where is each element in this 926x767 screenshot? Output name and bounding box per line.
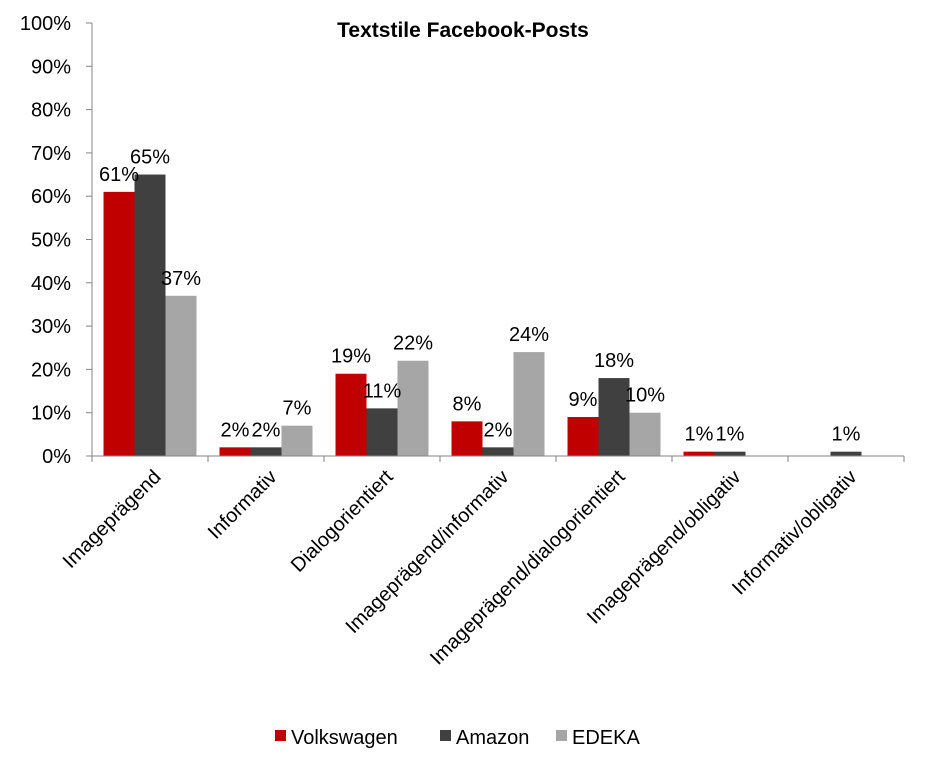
y-axis: 0% 10% 20% 30% 40% 50% 60% 70% 80% 90% 100% <box>20 13 93 468</box>
data-label: 18% <box>594 350 634 372</box>
data-label: 8% <box>453 393 482 415</box>
data-label: 9% <box>569 389 598 411</box>
data-label: 1% <box>832 424 861 446</box>
bar <box>567 417 599 456</box>
bar <box>219 447 251 456</box>
bar <box>397 360 429 456</box>
data-label: 22% <box>393 333 433 355</box>
bar <box>451 421 483 456</box>
bar <box>134 174 166 457</box>
bar <box>366 408 398 456</box>
chart-title: Textstile Facebook-Posts <box>337 19 589 42</box>
legend-swatch <box>556 730 567 741</box>
legend: Volkswagen Amazon EDEKA <box>275 727 640 749</box>
y-tick-label: 10% <box>31 403 71 425</box>
bar <box>598 378 630 456</box>
data-label: 2% <box>221 419 250 441</box>
bar <box>165 295 197 456</box>
bar <box>482 447 514 456</box>
x-category-label: Dialogorientiert <box>287 466 398 577</box>
data-label: 7% <box>283 398 312 420</box>
y-tick-label: 60% <box>31 186 71 208</box>
bar <box>629 412 661 456</box>
y-tick-label: 40% <box>31 273 71 295</box>
data-label: 65% <box>130 147 170 169</box>
x-category-label: Informativ/obligativ <box>728 466 861 599</box>
bar <box>335 373 367 456</box>
legend-label: Volkswagen <box>291 727 398 749</box>
data-label: 11% <box>363 380 402 402</box>
data-label: 37% <box>161 268 201 290</box>
y-tick-label: 80% <box>31 100 71 122</box>
bar <box>714 451 746 456</box>
bar <box>513 352 545 456</box>
y-tick-label: 90% <box>31 56 71 78</box>
y-tick-label: 20% <box>31 359 71 381</box>
legend-swatch <box>440 730 451 741</box>
bar <box>281 425 313 456</box>
bar <box>103 191 135 456</box>
x-category-label: Imageprägend <box>59 466 166 573</box>
y-tick-label: 50% <box>31 230 71 252</box>
y-tick-label: 70% <box>31 143 71 165</box>
y-tick-label: 30% <box>31 316 71 338</box>
x-axis: Imageprägend Informativ Dialogorientiert Im… <box>59 455 905 670</box>
data-label: 19% <box>331 346 371 368</box>
data-label: 61% <box>99 164 139 186</box>
legend-label: EDEKA <box>572 727 640 749</box>
data-label: 24% <box>509 324 549 346</box>
data-label: 2% <box>484 419 513 441</box>
data-label: 1% <box>716 424 745 446</box>
data-label-group: 61%2%19%8% 9%1%65%2%11%2%18%1% 1%37%7%22% 2… <box>99 147 861 446</box>
y-tick-label: 100% <box>20 13 71 35</box>
legend-swatch <box>275 730 286 741</box>
x-category-label: Imageprägend/dialogorientiert <box>426 466 630 670</box>
legend-label: Amazon <box>456 727 529 749</box>
data-label: 2% <box>252 419 281 441</box>
bar-series-group <box>103 174 862 457</box>
bar <box>250 447 282 456</box>
data-label: 1% <box>685 424 714 446</box>
y-tick-label: 0% <box>42 446 71 468</box>
bar <box>683 451 715 456</box>
data-label: 10% <box>625 385 665 407</box>
x-category-label: Informativ <box>204 466 282 544</box>
bar <box>830 451 862 456</box>
